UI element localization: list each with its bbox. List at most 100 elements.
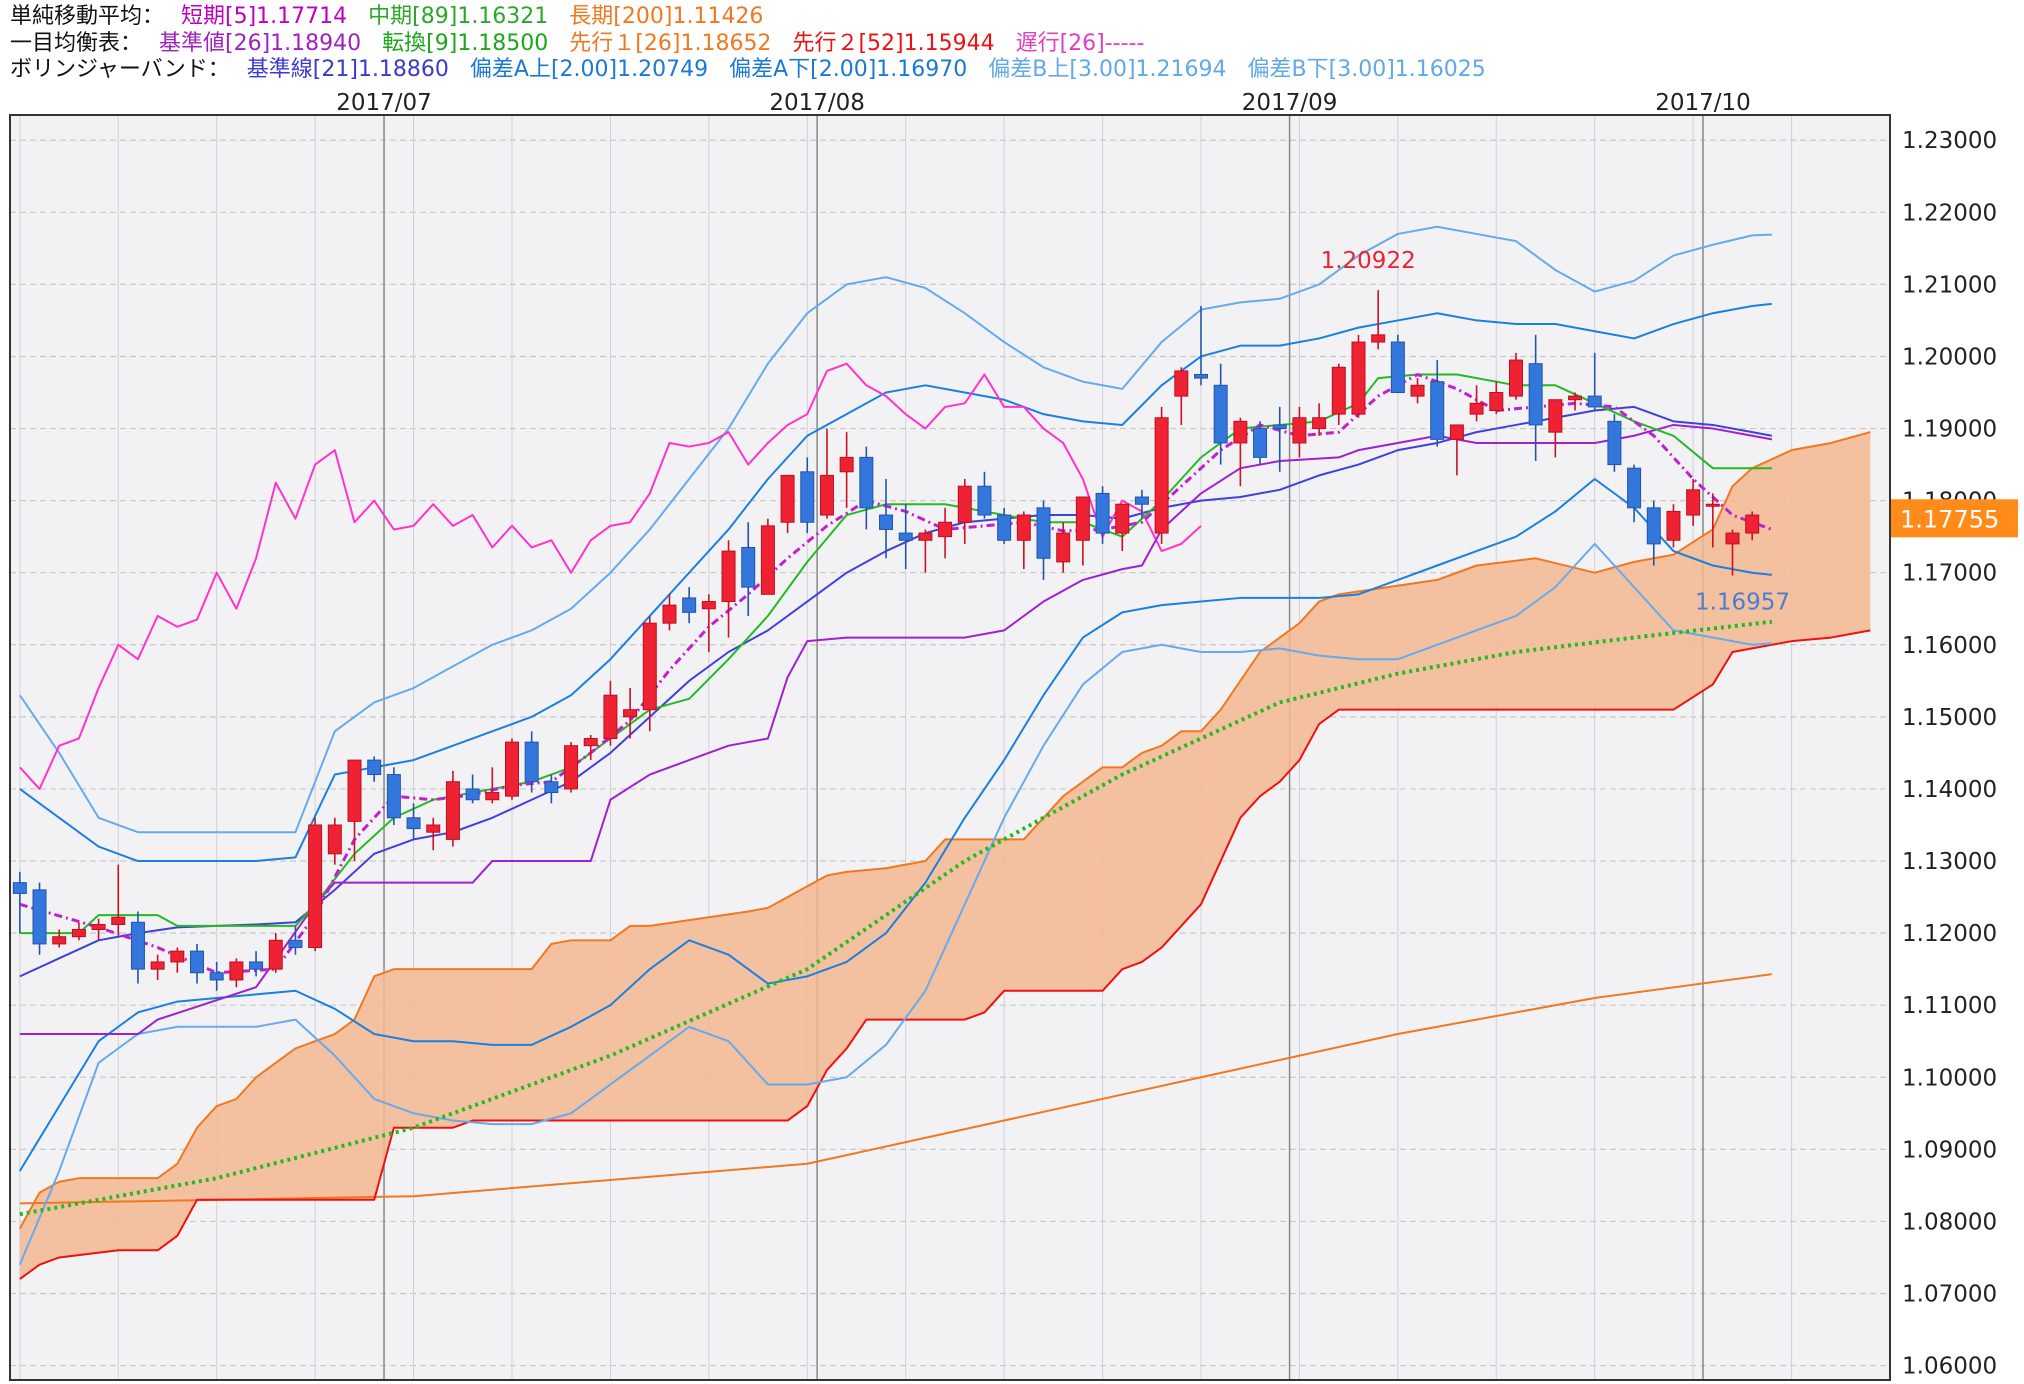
candle-body [583, 737, 598, 747]
candle [819, 428, 834, 519]
y-tick-label: 1.10000 [1902, 1065, 1997, 1091]
candle [1508, 352, 1523, 400]
candle-body [1174, 370, 1189, 397]
candle [465, 774, 480, 804]
candle [190, 943, 205, 984]
candle [445, 770, 460, 847]
candle [1528, 334, 1543, 461]
candle-body [288, 939, 303, 949]
legend-item: 基準値[26]1.18940 [159, 30, 362, 56]
candle-body [682, 597, 697, 613]
candle-body [504, 741, 519, 797]
candle [1075, 496, 1090, 566]
candle-body [249, 961, 264, 970]
candle [741, 522, 756, 616]
candle-body [1528, 363, 1543, 426]
candle-body [1607, 420, 1622, 466]
candle-body [111, 916, 126, 925]
candle [1115, 503, 1130, 552]
candle-body [524, 741, 539, 783]
candle [1233, 417, 1248, 487]
plot-border [9, 114, 1891, 1381]
candle [997, 507, 1012, 544]
candle-body [603, 694, 618, 739]
high-price-label: 1.20922 [1321, 248, 1416, 274]
legend-item: 遅行[26]----- [1015, 30, 1145, 56]
candle [524, 731, 539, 793]
cloud-fill [19, 432, 1871, 1280]
candle [760, 518, 775, 595]
candle-body [308, 824, 323, 949]
candle [367, 756, 382, 782]
y-tick-label: 1.16000 [1902, 633, 1997, 659]
candle-body [1725, 532, 1740, 545]
y-tick-label: 1.09000 [1902, 1137, 1997, 1163]
y-tick-label: 1.12000 [1902, 921, 1997, 947]
candle [1154, 406, 1169, 544]
candle-body [406, 817, 421, 830]
candle [623, 688, 638, 739]
candle-body [170, 950, 185, 963]
candle-body [879, 514, 894, 530]
candle-body [1016, 514, 1031, 541]
candle [898, 504, 913, 570]
y-tick-label: 1.15000 [1902, 705, 1997, 731]
cloud-b-line [19, 629, 1871, 1280]
bb-a-dn-line [18, 478, 1772, 1172]
candle-body [1056, 532, 1071, 563]
candle [1371, 290, 1386, 350]
candle-body [898, 532, 913, 541]
candle [229, 958, 244, 988]
candle-body [347, 759, 362, 822]
candle-body [800, 471, 815, 523]
x-tick-label: 2017/10 [1655, 90, 1751, 116]
candle-body [268, 939, 283, 970]
candle [1568, 392, 1583, 411]
candle-body [1292, 417, 1307, 444]
candle-body [780, 474, 795, 523]
candle-body [190, 950, 205, 974]
y-tick-label: 1.07000 [1902, 1282, 1997, 1308]
candle [1607, 414, 1622, 472]
candle-body [1134, 496, 1149, 505]
candle [111, 864, 126, 934]
candle [1331, 363, 1346, 425]
candle-body [485, 792, 500, 801]
candle [1253, 421, 1268, 465]
y-tick-label: 1.21000 [1902, 272, 1997, 298]
candle [504, 738, 519, 800]
candle [1666, 504, 1681, 548]
candle-body [1351, 341, 1366, 415]
sma-mid-line [19, 619, 1773, 1217]
candle [1449, 424, 1464, 476]
candle [1174, 367, 1189, 425]
candle [957, 479, 972, 544]
candle [406, 803, 421, 840]
candle-body [859, 456, 874, 509]
candle-body [938, 521, 953, 538]
candle-body [71, 929, 86, 938]
candle [642, 615, 657, 732]
bb-a-up-line [19, 302, 1772, 863]
candle [1725, 529, 1740, 576]
candle-body [544, 781, 559, 794]
candle-body [1745, 514, 1760, 534]
legend: 単純移動平均： 短期[5]1.17714 中期[89]1.16321 長期[20… [10, 4, 2010, 84]
candle-body [1154, 417, 1169, 534]
candle [32, 882, 47, 955]
cloud-a-line [18, 431, 1871, 1230]
candle [564, 742, 579, 793]
candle [1705, 493, 1720, 548]
candle [327, 817, 342, 865]
x-axis-ticks: 2017/07 2017/08 2017/09 2017/10 [336, 90, 1751, 116]
legend-item: 中期[89]1.16321 [368, 4, 549, 29]
candle [130, 911, 145, 984]
candle [426, 817, 441, 851]
candle-body [741, 546, 756, 588]
candle-body [1705, 503, 1720, 507]
candle-body [465, 788, 480, 801]
candle [347, 759, 362, 862]
legend-row-ichimoku: 一目均衡表： 基準値[26]1.18940 転換[9]1.18500 先行１[2… [10, 31, 2010, 58]
candle [52, 929, 67, 948]
